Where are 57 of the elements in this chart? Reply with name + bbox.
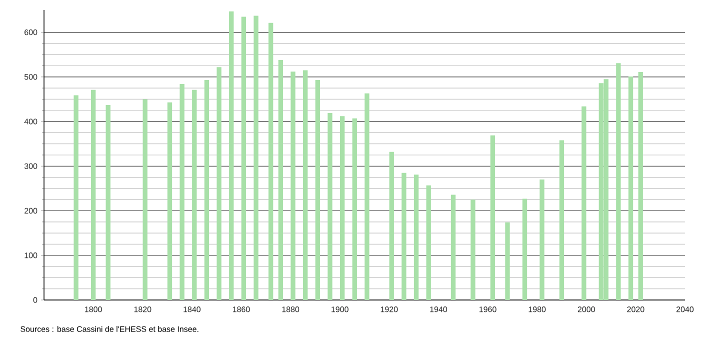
- x-tick-label: 2000: [578, 306, 595, 312]
- x-tick-label: 1800: [85, 306, 102, 312]
- y-tick-label: 600: [24, 29, 38, 36]
- source-note: Sources : base Cassini de l'EHESS et base Insee.: [20, 326, 198, 332]
- x-tick-label: 1840: [184, 306, 201, 312]
- bar: [364, 93, 370, 300]
- bar: [315, 80, 320, 300]
- bar: [522, 198, 528, 300]
- bar: [340, 116, 345, 300]
- bar: [402, 172, 406, 300]
- y-tick-label: 500: [24, 74, 38, 80]
- bar: [328, 113, 332, 300]
- y-tick-label: 400: [24, 118, 38, 124]
- bar: [450, 194, 456, 300]
- bar: [559, 140, 564, 300]
- bar: [470, 200, 476, 300]
- bar: [302, 70, 308, 300]
- x-tick-label: 2020: [627, 306, 644, 312]
- bar: [167, 102, 172, 300]
- bar: [352, 118, 357, 300]
- bar: [490, 135, 496, 300]
- x-tick-label: 2040: [676, 306, 694, 312]
- bar: [74, 95, 78, 300]
- y-tick-label: 0: [33, 297, 38, 303]
- bar: [278, 60, 284, 300]
- bar: [389, 152, 394, 300]
- bar: [540, 180, 544, 300]
- bar: [582, 106, 586, 300]
- bar: [414, 174, 419, 300]
- bar: [254, 16, 258, 300]
- bar: [290, 72, 296, 300]
- bar: [180, 84, 184, 300]
- bar: [204, 80, 210, 300]
- bar: [142, 99, 148, 300]
- bar: [505, 222, 510, 300]
- bar: [628, 76, 634, 300]
- bar: [638, 72, 643, 300]
- y-tick-label: 100: [24, 252, 38, 258]
- bar: [90, 90, 96, 300]
- y-tick-label: 200: [24, 208, 38, 214]
- bar: [616, 63, 621, 300]
- bar: [106, 105, 110, 300]
- bar: [241, 16, 246, 300]
- x-tick-label: 1940: [430, 306, 448, 312]
- bar: [426, 185, 431, 300]
- x-tick-label: 1960: [479, 306, 496, 312]
- x-tick-label: 1820: [134, 306, 152, 312]
- bar: [268, 22, 274, 300]
- bar: [229, 11, 234, 300]
- x-tick-label: 1880: [282, 306, 300, 312]
- x-tick-label: 1980: [528, 306, 546, 312]
- x-tick-label: 1900: [332, 306, 348, 312]
- x-tick-label: 1860: [232, 306, 250, 312]
- y-tick-label: 300: [24, 163, 38, 169]
- x-tick-label: 1920: [380, 306, 398, 312]
- bar: [192, 90, 197, 300]
- bar: [216, 67, 222, 300]
